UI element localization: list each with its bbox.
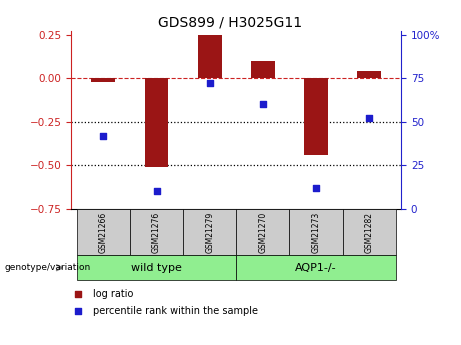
Text: wild type: wild type [131,263,182,273]
Bar [251,61,275,78]
Text: GSM21282: GSM21282 [365,211,374,253]
Bar [290,209,343,255]
Bar [91,78,115,81]
Text: percentile rank within the sample: percentile rank within the sample [93,306,258,316]
Bar [343,209,396,255]
Bar [77,255,236,280]
Text: log ratio: log ratio [93,289,133,299]
Bar [304,78,328,155]
Text: GSM21270: GSM21270 [258,211,267,253]
Bar [145,78,168,167]
Bar [77,209,130,255]
Text: GSM21266: GSM21266 [99,211,108,253]
Text: AQP1-/-: AQP1-/- [295,263,337,273]
Bar [357,71,381,78]
Point [366,115,373,121]
Point [259,101,266,107]
Point [312,185,319,190]
Text: GDS899 / H3025G11: GDS899 / H3025G11 [159,16,302,30]
Bar [183,209,236,255]
Text: GSM21276: GSM21276 [152,211,161,253]
Bar [198,34,222,78]
Point [292,65,300,70]
Point [292,221,300,227]
Bar [236,255,396,280]
Text: GSM21279: GSM21279 [205,211,214,253]
Bar [130,209,183,255]
Point [153,189,160,194]
Point [206,80,213,86]
Text: genotype/variation: genotype/variation [5,263,91,272]
Point [100,133,107,138]
Text: GSM21273: GSM21273 [312,211,320,253]
Bar [236,209,290,255]
